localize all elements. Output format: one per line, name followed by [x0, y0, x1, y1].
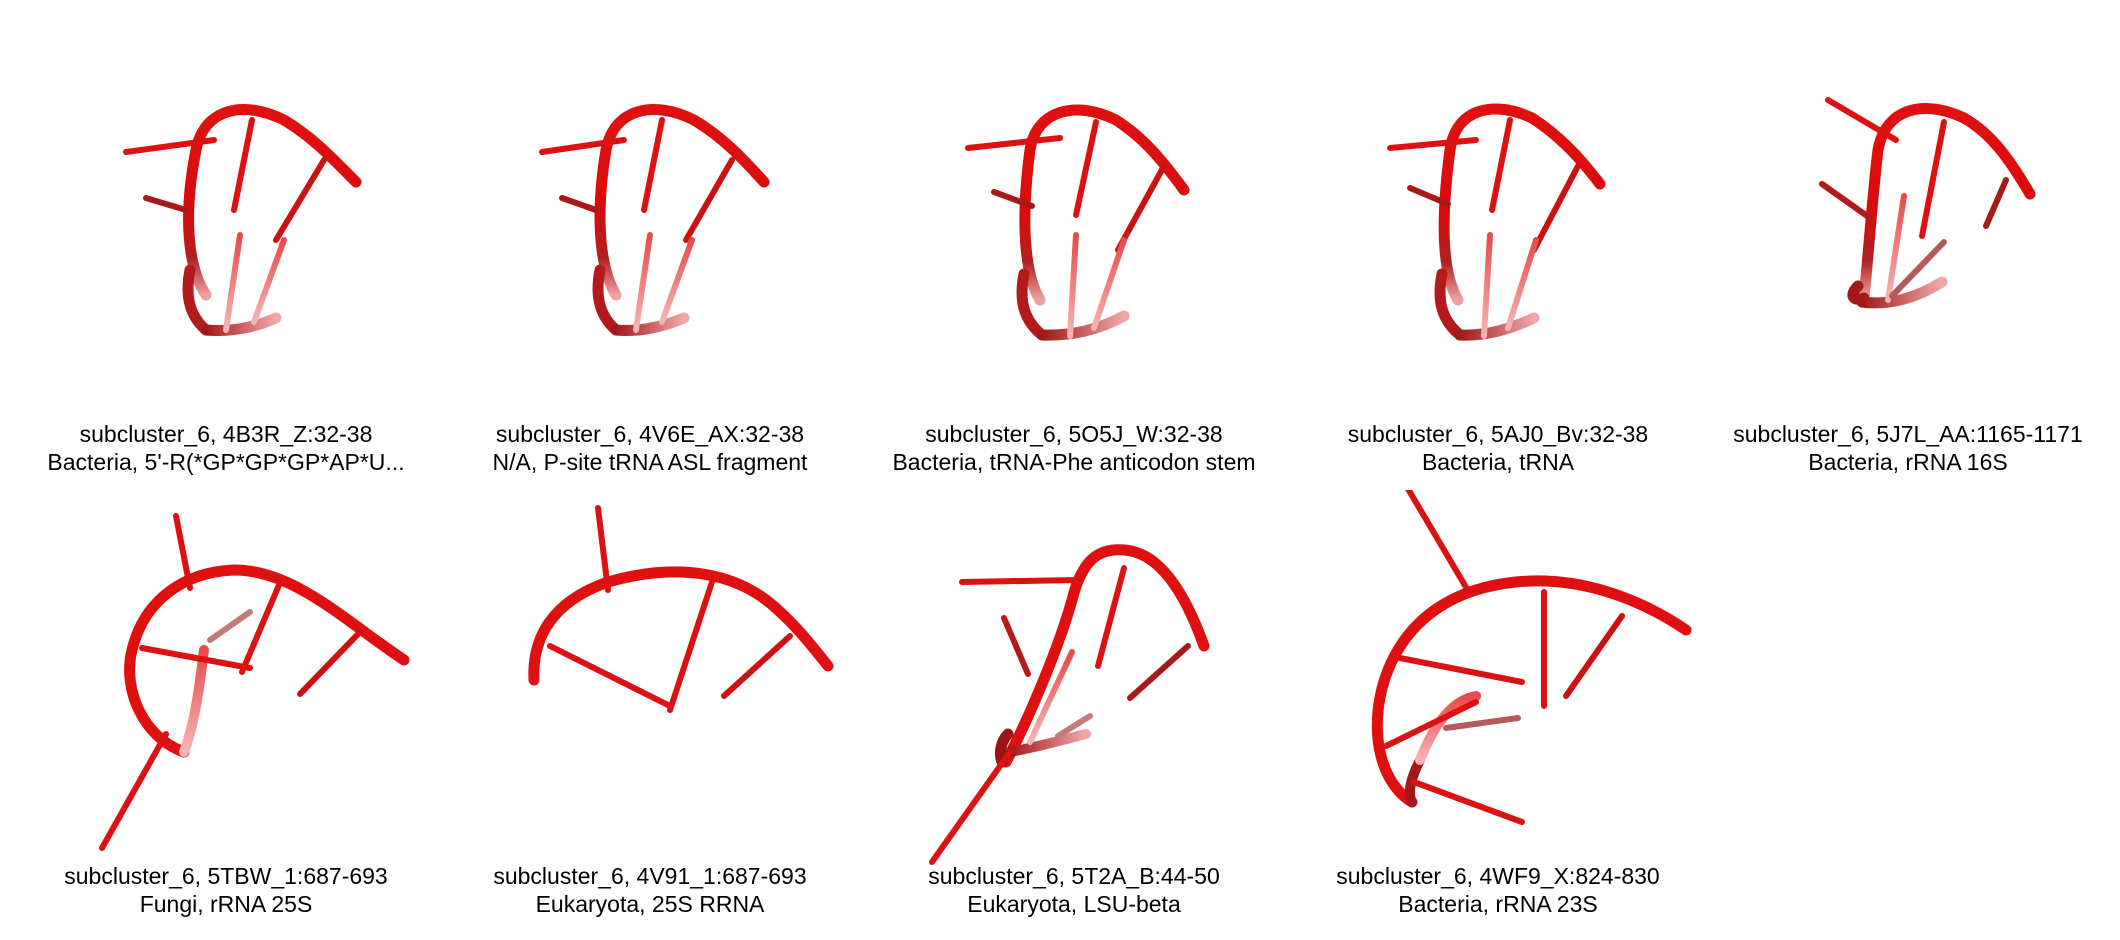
panel-title: subcluster_6, 5T2A_B:44-50 — [928, 863, 1220, 889]
panel-title: subcluster_6, 4WF9_X:824-830 — [1336, 863, 1660, 889]
structure-panel-2: subcluster_6, 4V6E_AX:32-38 N/A, P-site … — [438, 60, 862, 480]
rna-backbone-icon — [1387, 103, 1606, 341]
rna-backbone-icon — [1371, 490, 1692, 825]
panel-title: subcluster_6, 5J7L_AA:1165-1171 — [1733, 421, 2083, 447]
structure-panel-3: subcluster_6, 5O5J_W:32-38 Bacteria, tRN… — [862, 60, 1286, 480]
panel-subtitle: Bacteria, rRNA 23S — [1398, 891, 1598, 917]
rna-backbone-icon — [1819, 97, 2036, 309]
panel-subtitle: Fungi, rRNA 25S — [139, 891, 313, 917]
structure-panel-1: subcluster_6, 4B3R_Z:32-38 Bacteria, 5'-… — [14, 60, 438, 480]
panel-title: subcluster_6, 4B3R_Z:32-38 — [79, 421, 373, 447]
panel-subtitle: Bacteria, rRNA 16S — [1808, 449, 2008, 475]
panel-subtitle: Eukaryota, 25S RRNA — [535, 891, 765, 917]
panel-title: subcluster_6, 5TBW_1:687-693 — [64, 863, 388, 889]
panel-title: subcluster_6, 4V91_1:687-693 — [493, 863, 807, 889]
panel-subtitle: Eukaryota, LSU-beta — [967, 891, 1181, 917]
panel-title: subcluster_6, 5O5J_W:32-38 — [925, 421, 1223, 447]
structure-panel-7: subcluster_6, 4V91_1:687-693 Eukaryota, … — [438, 490, 862, 930]
panel-title: subcluster_6, 5AJ0_Bv:32-38 — [1347, 421, 1649, 447]
panel-subtitle: Bacteria, tRNA — [1421, 449, 1575, 475]
structure-panel-9: subcluster_6, 4WF9_X:824-830 Bacteria, r… — [1286, 490, 1710, 930]
structure-panel-5: subcluster_6, 5J7L_AA:1165-1171 Bacteria… — [1696, 60, 2120, 480]
rna-backbone-icon — [965, 104, 1190, 341]
rna-backbone-icon — [539, 104, 770, 336]
structure-panel-6: subcluster_6, 5TBW_1:687-693 Fungi, rRNA… — [14, 490, 438, 930]
rna-backbone-icon — [123, 104, 362, 336]
panel-subtitle: N/A, P-site tRNA ASL fragment — [492, 449, 808, 475]
rna-backbone-icon — [99, 513, 410, 851]
structure-panel-4: subcluster_6, 5AJ0_Bv:32-38 Bacteria, tR… — [1286, 60, 1710, 480]
panel-title: subcluster_6, 4V6E_AX:32-38 — [495, 421, 805, 447]
structure-panel-8: subcluster_6, 5T2A_B:44-50 Eukaryota, LS… — [862, 490, 1286, 930]
rna-backbone-icon — [528, 505, 834, 713]
panel-subtitle: Bacteria, tRNA-Phe anticodon stem — [892, 449, 1256, 475]
panel-subtitle: Bacteria, 5'-R(*GP*GP*GP*AP*U... — [47, 449, 405, 475]
rna-backbone-icon — [929, 544, 1210, 865]
